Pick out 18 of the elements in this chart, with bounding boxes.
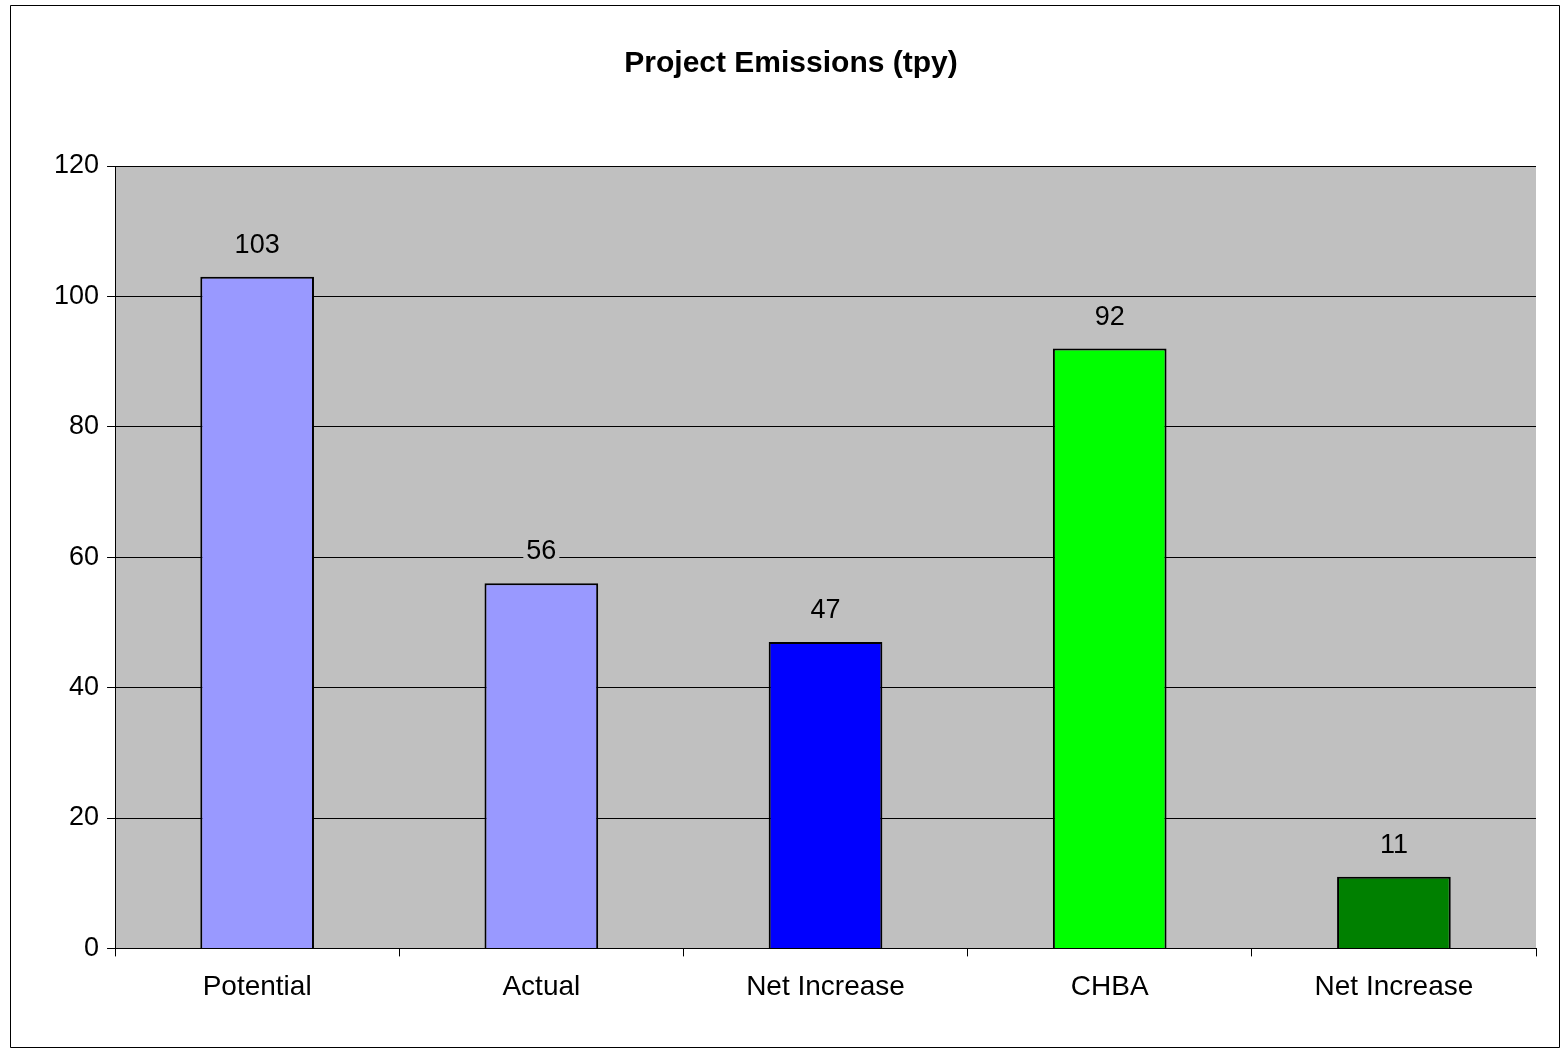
data-label: 103	[234, 228, 280, 259]
x-tick-label: Potential	[202, 969, 312, 1001]
y-tick-label: 120	[53, 149, 100, 180]
chart-title: Project Emissions (tpy)	[624, 45, 958, 79]
data-label: 47	[810, 593, 841, 624]
y-tick-label: 40	[69, 671, 100, 702]
data-label: 11	[1379, 828, 1408, 859]
data-label: 92	[1094, 300, 1125, 331]
x-tick-label: Net Increase	[746, 969, 905, 1001]
y-tick-label: 100	[53, 279, 100, 310]
x-tick-label: CHBA	[1070, 969, 1149, 1001]
y-tick-label: 20	[69, 801, 100, 832]
y-tick-label: 0	[84, 931, 100, 962]
data-label: 56	[526, 535, 557, 566]
y-tick-label: 60	[69, 540, 100, 571]
x-tick-label: Actual	[502, 969, 581, 1001]
x-tick-label: Net Increase	[1314, 969, 1474, 1001]
y-tick-label: 80	[69, 410, 100, 441]
